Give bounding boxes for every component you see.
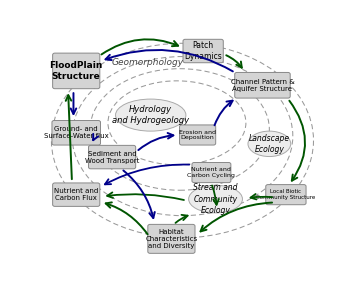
- Ellipse shape: [189, 185, 242, 213]
- Text: Habitat
Characteristics
and Diversity: Habitat Characteristics and Diversity: [145, 229, 198, 249]
- FancyBboxPatch shape: [148, 224, 195, 253]
- Text: Local Biotic
Community Structure: Local Biotic Community Structure: [256, 189, 315, 200]
- Text: Landscape
Ecology: Landscape Ecology: [249, 134, 290, 154]
- Text: Geomorphology: Geomorphology: [112, 58, 184, 67]
- FancyBboxPatch shape: [53, 53, 100, 89]
- FancyBboxPatch shape: [179, 125, 216, 145]
- Text: Sediment and
Wood Transport: Sediment and Wood Transport: [85, 151, 139, 164]
- Ellipse shape: [116, 99, 186, 131]
- FancyBboxPatch shape: [53, 183, 100, 206]
- FancyBboxPatch shape: [89, 146, 136, 169]
- Text: Ground- and
Surface-Water flux: Ground- and Surface-Water flux: [44, 126, 109, 139]
- Text: Channel Pattern &
Aquifer Structure: Channel Pattern & Aquifer Structure: [231, 79, 294, 92]
- Text: Stream and
Community
Ecology: Stream and Community Ecology: [193, 183, 238, 215]
- Text: Patch
Dynamics: Patch Dynamics: [184, 41, 222, 61]
- FancyBboxPatch shape: [235, 72, 290, 98]
- FancyBboxPatch shape: [266, 185, 306, 205]
- Text: FloodPlain
Structure: FloodPlain Structure: [49, 61, 103, 81]
- FancyBboxPatch shape: [183, 39, 223, 63]
- FancyBboxPatch shape: [52, 121, 100, 145]
- Text: Nutrient and
Carbon Flux: Nutrient and Carbon Flux: [54, 188, 98, 201]
- Ellipse shape: [248, 131, 291, 156]
- FancyBboxPatch shape: [192, 162, 231, 183]
- Text: Nutrient and
Carbon Cycling: Nutrient and Carbon Cycling: [188, 167, 235, 178]
- Text: Erosion and
Deposition: Erosion and Deposition: [179, 130, 216, 140]
- Text: Hydrology
and Hydrogeology: Hydrology and Hydrogeology: [112, 105, 189, 125]
